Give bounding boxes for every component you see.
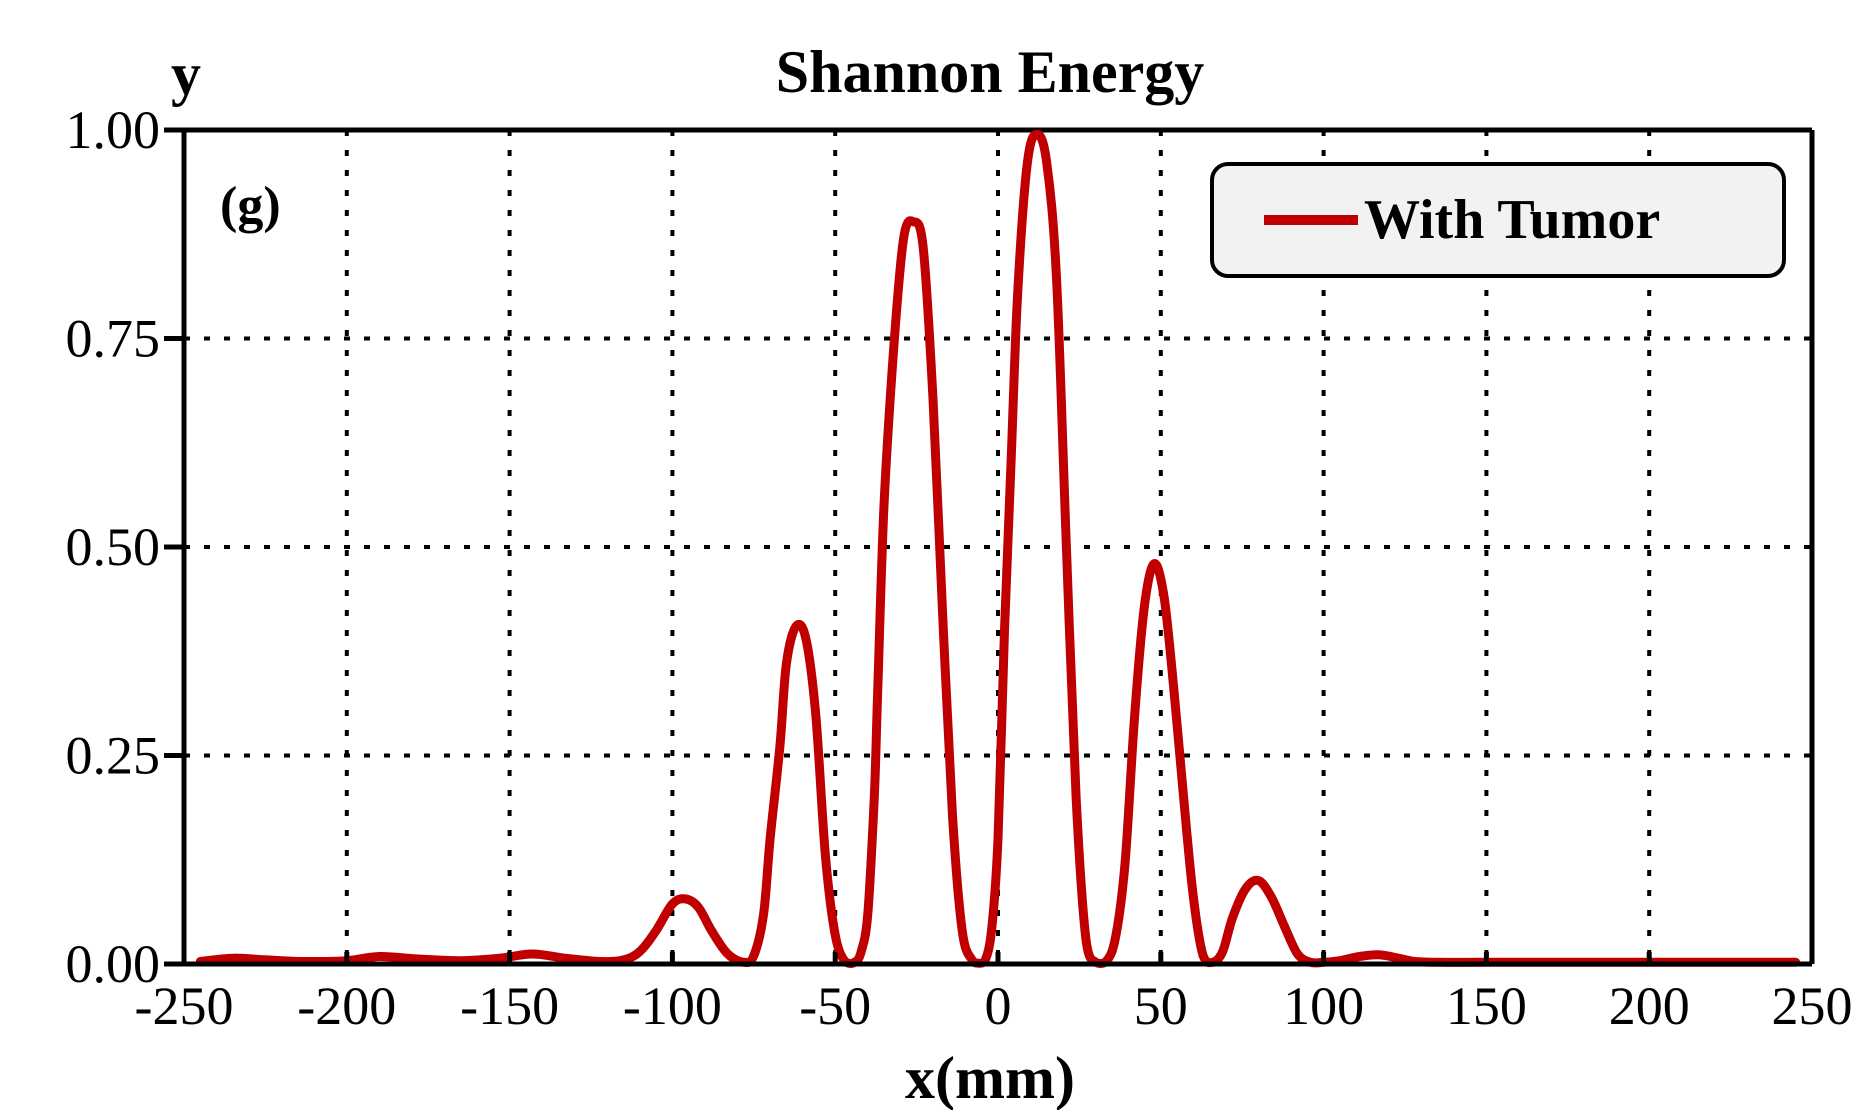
x-tick-label: 250 [1772,976,1853,1036]
x-tick-label: 200 [1609,976,1690,1036]
panel-label: (g) [220,177,281,234]
y-tick-label: 0.50 [66,517,161,577]
y-tick-label: 1.00 [66,100,161,160]
x-tick-label: 150 [1446,976,1527,1036]
y-tick-label: 0.00 [66,934,161,994]
legend-box [1210,162,1786,278]
x-tick-label: -250 [135,976,234,1036]
y-tick-label: 0.25 [66,726,161,786]
x-tick-label: -150 [460,976,559,1036]
legend-label-with-tumor: With Tumor [1364,189,1660,251]
chart-title: Shannon Energy [776,39,1205,105]
x-axis-label: x(mm) [905,1045,1075,1110]
x-tick-label: -100 [623,976,722,1036]
tick-labels: -250 -200 -150 -100 -50 0 50 100 150 200 250 0.00 0.… [66,100,1853,1036]
x-tick-label: -50 [799,976,871,1036]
y-axis-label: y [171,41,201,107]
x-tick-label: 100 [1283,976,1364,1036]
y-tick-label: 0.75 [66,309,161,369]
x-tick-label: 50 [1134,976,1188,1036]
legend: With Tumor [1210,162,1786,278]
x-tick-label: -200 [297,976,396,1036]
grid-lines [184,127,1815,964]
x-tick-label: 0 [985,976,1012,1036]
